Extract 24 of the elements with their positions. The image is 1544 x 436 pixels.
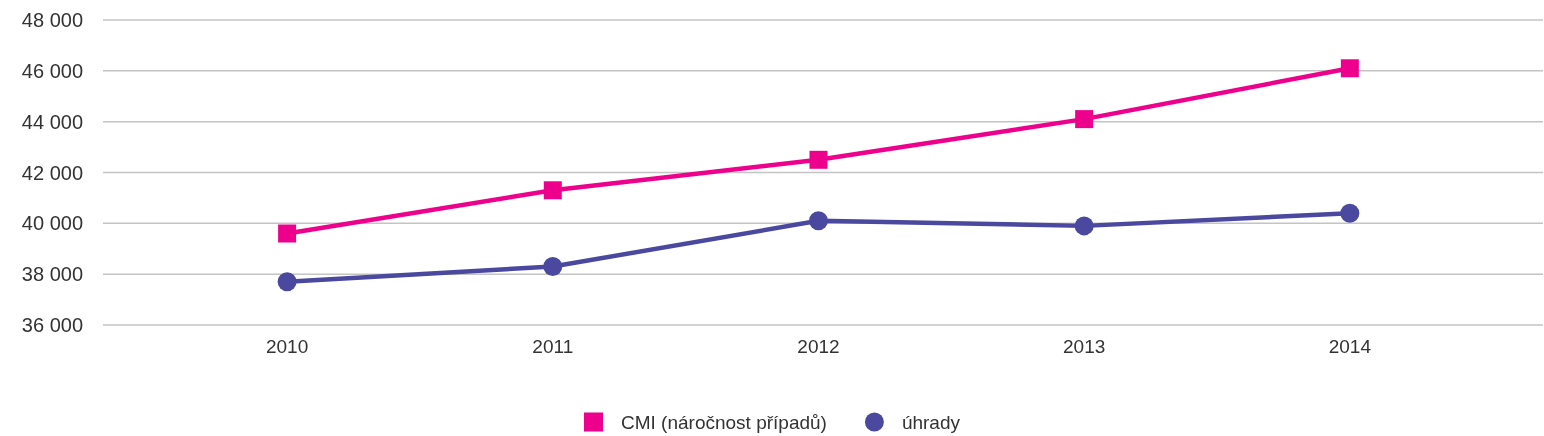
legend-label: úhrady <box>901 411 961 433</box>
y-tick-label: 36 000 <box>21 314 83 336</box>
y-tick-label: 40 000 <box>21 212 83 235</box>
point <box>1075 110 1094 129</box>
x-tick-label: 2014 <box>1328 336 1372 357</box>
y-tick-label: 42 000 <box>21 161 83 184</box>
x-tick-label: 2013 <box>1063 336 1106 357</box>
point <box>809 150 828 169</box>
point <box>1340 203 1360 223</box>
legend-label: CMI (náročnost případů) <box>620 411 827 433</box>
point <box>278 224 297 243</box>
y-tick-label: 38 000 <box>21 263 83 286</box>
y-tick-label: 48 000 <box>21 9 83 31</box>
point <box>543 257 563 277</box>
x-tick-label: 2011 <box>532 336 574 357</box>
y-tick-label: 46 000 <box>21 59 83 82</box>
point <box>1340 59 1359 78</box>
point <box>1074 216 1094 236</box>
x-tick-label: 2012 <box>797 336 840 357</box>
x-tick-label: 2010 <box>265 336 309 357</box>
point <box>277 272 297 292</box>
point <box>543 181 562 200</box>
y-tick-label: 44 000 <box>21 110 83 133</box>
point <box>808 211 828 231</box>
